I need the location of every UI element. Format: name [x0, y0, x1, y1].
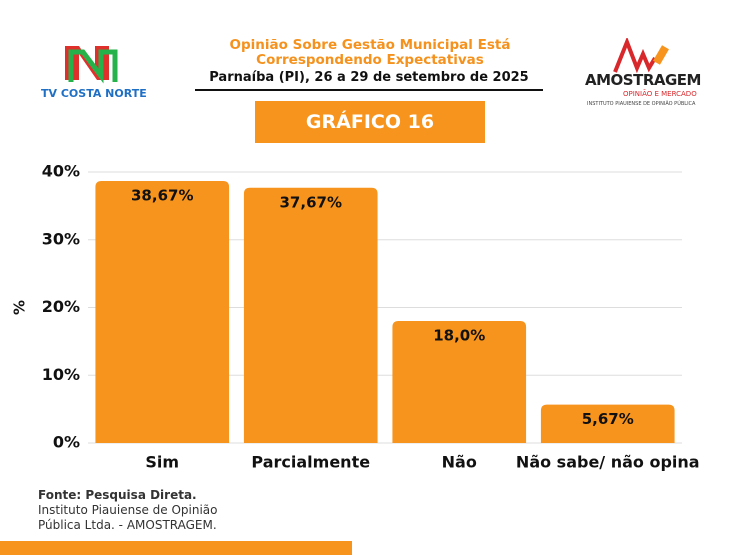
source-text: Instituto Piauiense de Opinião Pública L… [38, 503, 218, 532]
chart-badge: GRÁFICO 16 [255, 101, 485, 143]
chart: 0% 10% 20% 30% 40%% 38,67% Sim 37,67% Parcialmen… [11, 162, 700, 472]
logo-right-tagline: OPINIÃO E MERCADO [623, 90, 697, 98]
logo-right: AMOSTRAGEM OPINIÃO E MERCADO INSTITUTO P… [585, 36, 710, 113]
y-axis-label: % [11, 300, 29, 315]
x-tick-label: Sim [145, 453, 179, 472]
bar [95, 181, 230, 443]
logo-left-icon [65, 46, 118, 84]
bar [540, 404, 675, 443]
logo-right-sub: INSTITUTO PIAUIENSE DE OPINIÃO PÚBLICA [587, 101, 696, 107]
value-label: 37,67% [280, 193, 342, 211]
value-label: 5,67% [582, 410, 634, 428]
y-tick-label: 40% [42, 162, 80, 181]
logo-right-text: AMOSTRAGEM [585, 71, 701, 89]
value-label: 18,0% [433, 327, 485, 345]
source-heading: Fonte: Pesquisa Direta. [38, 488, 197, 502]
y-tick-label: 30% [42, 229, 80, 248]
logo-left: TV COSTA NORTE [41, 38, 150, 100]
y-tick-label: 0% [53, 433, 80, 452]
bar [392, 321, 527, 443]
y-tick-label: 20% [42, 297, 80, 316]
x-tick-label: Parcialmente [251, 453, 370, 472]
logo-left-text: TV COSTA NORTE [41, 87, 147, 100]
footer-bar [0, 541, 352, 555]
chart-subtitle: Parnaíba (PI), 26 a 29 de setembro de 20… [195, 70, 543, 91]
x-tick-label: Não [442, 453, 477, 472]
value-label: 38,67% [131, 187, 193, 205]
logo-right-icon [613, 36, 669, 74]
chart-title: Opinião Sobre Gestão Municipal Está Corr… [229, 37, 511, 68]
x-tick-label: Não sabe/ não opina [516, 453, 700, 472]
y-tick-label: 10% [42, 365, 80, 384]
bar [243, 187, 378, 443]
